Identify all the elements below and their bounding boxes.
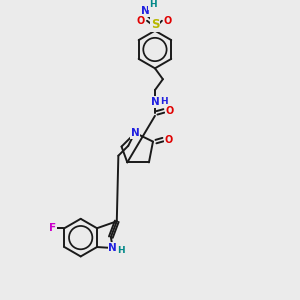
Text: O: O bbox=[164, 16, 172, 26]
Text: N: N bbox=[151, 97, 159, 107]
Text: H: H bbox=[117, 247, 124, 256]
Text: N: N bbox=[141, 6, 149, 16]
Text: F: F bbox=[49, 223, 56, 233]
Text: O: O bbox=[165, 135, 173, 145]
Text: H: H bbox=[160, 98, 168, 106]
Text: S: S bbox=[151, 18, 159, 31]
Text: N: N bbox=[131, 128, 140, 138]
Text: H: H bbox=[149, 0, 157, 9]
Text: N: N bbox=[108, 243, 117, 253]
Text: O: O bbox=[137, 16, 145, 26]
Text: O: O bbox=[166, 106, 174, 116]
